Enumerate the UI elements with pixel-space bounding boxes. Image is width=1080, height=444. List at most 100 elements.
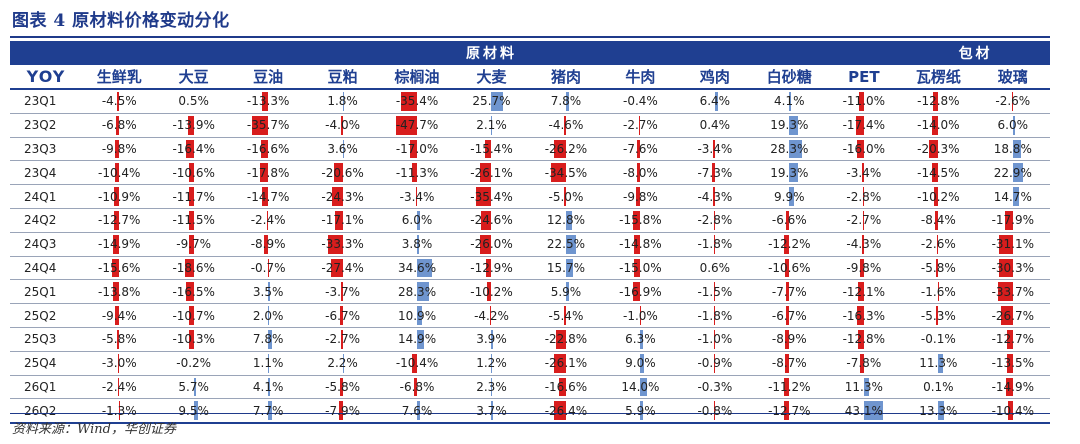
positive-bar bbox=[565, 234, 576, 254]
cell-value: -1.0% bbox=[697, 332, 733, 347]
negative-bar bbox=[1008, 401, 1013, 421]
negative-bar bbox=[935, 258, 939, 278]
cell-value: -15.6% bbox=[98, 260, 141, 275]
data-cell: -16.6% bbox=[528, 375, 604, 400]
cell-value: 3.6% bbox=[327, 141, 358, 156]
negative-bar bbox=[114, 139, 120, 159]
negative-bar bbox=[260, 139, 269, 159]
data-cell: -2.4% bbox=[230, 208, 306, 233]
row-label: 25Q3 bbox=[10, 327, 82, 352]
cell-value: -24.3% bbox=[321, 189, 364, 204]
data-cell: -2.4% bbox=[82, 375, 157, 400]
cell-value: -34.5% bbox=[544, 165, 588, 180]
cell-value: -30.3% bbox=[991, 260, 1035, 275]
positive-bar bbox=[1012, 163, 1023, 183]
data-cell: -20.6% bbox=[305, 160, 380, 186]
cell-value: -9.4% bbox=[101, 308, 137, 323]
data-cell: 34.6% bbox=[379, 256, 455, 281]
data-cell: 10.9% bbox=[379, 303, 455, 328]
row-label: 25Q2 bbox=[10, 303, 82, 328]
data-cell: -15.8% bbox=[603, 208, 678, 233]
negative-bar bbox=[330, 258, 343, 278]
positive-bar bbox=[565, 258, 573, 278]
data-cell: -10.4% bbox=[379, 351, 455, 376]
positive-bar bbox=[268, 401, 272, 421]
cell-value: -9.8% bbox=[846, 260, 882, 275]
negative-bar bbox=[714, 234, 715, 254]
table-row: 24Q3 -14.9% -9.7% -8.9% -33.3% 3.8% -26.0% 22.5… bbox=[10, 232, 1051, 257]
table-body: 23Q1 -4.5% 0.5% -13.3% 1.8% -35.4% 25.7% 7.8% -0… bbox=[10, 89, 1051, 425]
negative-bar bbox=[114, 187, 120, 206]
column-header: 棕榈油 bbox=[379, 65, 455, 90]
data-cell: -17.8% bbox=[230, 160, 306, 186]
negative-bar bbox=[633, 258, 641, 278]
data-cell: -6.8% bbox=[82, 113, 157, 138]
cell-value: 3.8% bbox=[401, 237, 433, 252]
table-row: 24Q1 -10.9% -11.7% -14.7% -24.3% -3.4% -35.4% -… bbox=[10, 184, 1051, 209]
data-cell: -10.4% bbox=[82, 160, 157, 186]
cell-value: 11.3% bbox=[919, 356, 958, 371]
cell-value: 6.4% bbox=[699, 94, 731, 109]
negative-bar bbox=[116, 115, 120, 135]
data-table-container: 原材料 包材 YOY 生鲜乳 大豆 豆油 豆粕 棕榈油 大麦 猪肉 牛肉 鸡肉 白砂糖 PET 瓦楞纸玻… bbox=[10, 41, 1051, 425]
cell-value: -31.1% bbox=[991, 237, 1035, 252]
negative-bar bbox=[340, 282, 343, 302]
data-cell: 11.3% bbox=[826, 375, 902, 400]
cell-value: -8.9% bbox=[250, 237, 286, 252]
positive-bar bbox=[268, 282, 270, 302]
table-row: 24Q4 -15.6% -18.6% -0.7% -27.4% 34.6% -12.9% 15… bbox=[10, 256, 1051, 281]
data-cell: -2.7% bbox=[305, 327, 380, 352]
cell-value: -13.8% bbox=[98, 284, 141, 299]
data-cell: -33.3% bbox=[305, 232, 380, 257]
data-cell: 18.8% bbox=[975, 137, 1051, 162]
cell-value: 14.0% bbox=[621, 379, 660, 394]
cell-value: 3.5% bbox=[252, 284, 284, 299]
row-label: 24Q2 bbox=[10, 208, 82, 233]
positive-bar bbox=[491, 115, 493, 135]
data-cell: -14.0% bbox=[901, 113, 976, 138]
column-header: 白砂糖 bbox=[752, 65, 827, 90]
cell-value: 19.3% bbox=[770, 165, 809, 180]
cell-value: -26.7% bbox=[991, 308, 1035, 323]
negative-bar bbox=[858, 329, 864, 349]
negative-bar bbox=[999, 258, 1013, 278]
negative-bar bbox=[859, 258, 864, 278]
data-cell: 11.3% bbox=[901, 351, 976, 376]
positive-bar bbox=[565, 282, 569, 302]
row-label: 24Q3 bbox=[10, 232, 82, 257]
cell-value: 9.5% bbox=[178, 403, 209, 418]
cell-value: 6.3% bbox=[625, 332, 656, 347]
data-cell: -11.7% bbox=[156, 184, 231, 209]
data-cell: -7.6% bbox=[603, 137, 678, 162]
cell-value: -2.8% bbox=[846, 189, 882, 204]
cell-value: -2.4% bbox=[250, 213, 286, 228]
cell-value: 6.0% bbox=[997, 118, 1029, 133]
data-cell: 0.1% bbox=[901, 375, 976, 400]
cell-value: -10.7% bbox=[172, 308, 215, 323]
negative-bar bbox=[856, 115, 864, 135]
negative-bar bbox=[327, 234, 343, 254]
cell-value: -9.8% bbox=[622, 189, 658, 204]
negative-bar bbox=[1004, 210, 1013, 230]
negative-bar bbox=[116, 329, 120, 349]
cell-value: -11.0% bbox=[842, 94, 886, 109]
table-row: 23Q1 -4.5% 0.5% -13.3% 1.8% -35.4% 25.7% 7.8% -0… bbox=[10, 89, 1051, 114]
cell-value: -26.1% bbox=[470, 165, 513, 180]
column-header: 豆粕 bbox=[305, 65, 380, 90]
cell-value: -12.8% bbox=[842, 332, 886, 347]
negative-bar bbox=[267, 210, 269, 230]
cell-value: -26.1% bbox=[544, 356, 588, 371]
data-cell: -30.3% bbox=[975, 256, 1051, 281]
data-cell: 6.4% bbox=[677, 89, 753, 114]
cell-value: -13.5% bbox=[991, 356, 1035, 371]
positive-bar bbox=[417, 234, 419, 254]
data-cell: 6.0% bbox=[379, 208, 455, 233]
data-cell: -2.8% bbox=[677, 208, 753, 233]
negative-bar bbox=[415, 187, 418, 206]
cell-value: -6.7% bbox=[771, 308, 807, 323]
cell-value: -16.5% bbox=[172, 284, 215, 299]
cell-value: -2.8% bbox=[697, 213, 733, 228]
negative-bar bbox=[934, 210, 939, 230]
cell-value: 7.7% bbox=[252, 403, 284, 418]
negative-bar bbox=[860, 353, 864, 373]
